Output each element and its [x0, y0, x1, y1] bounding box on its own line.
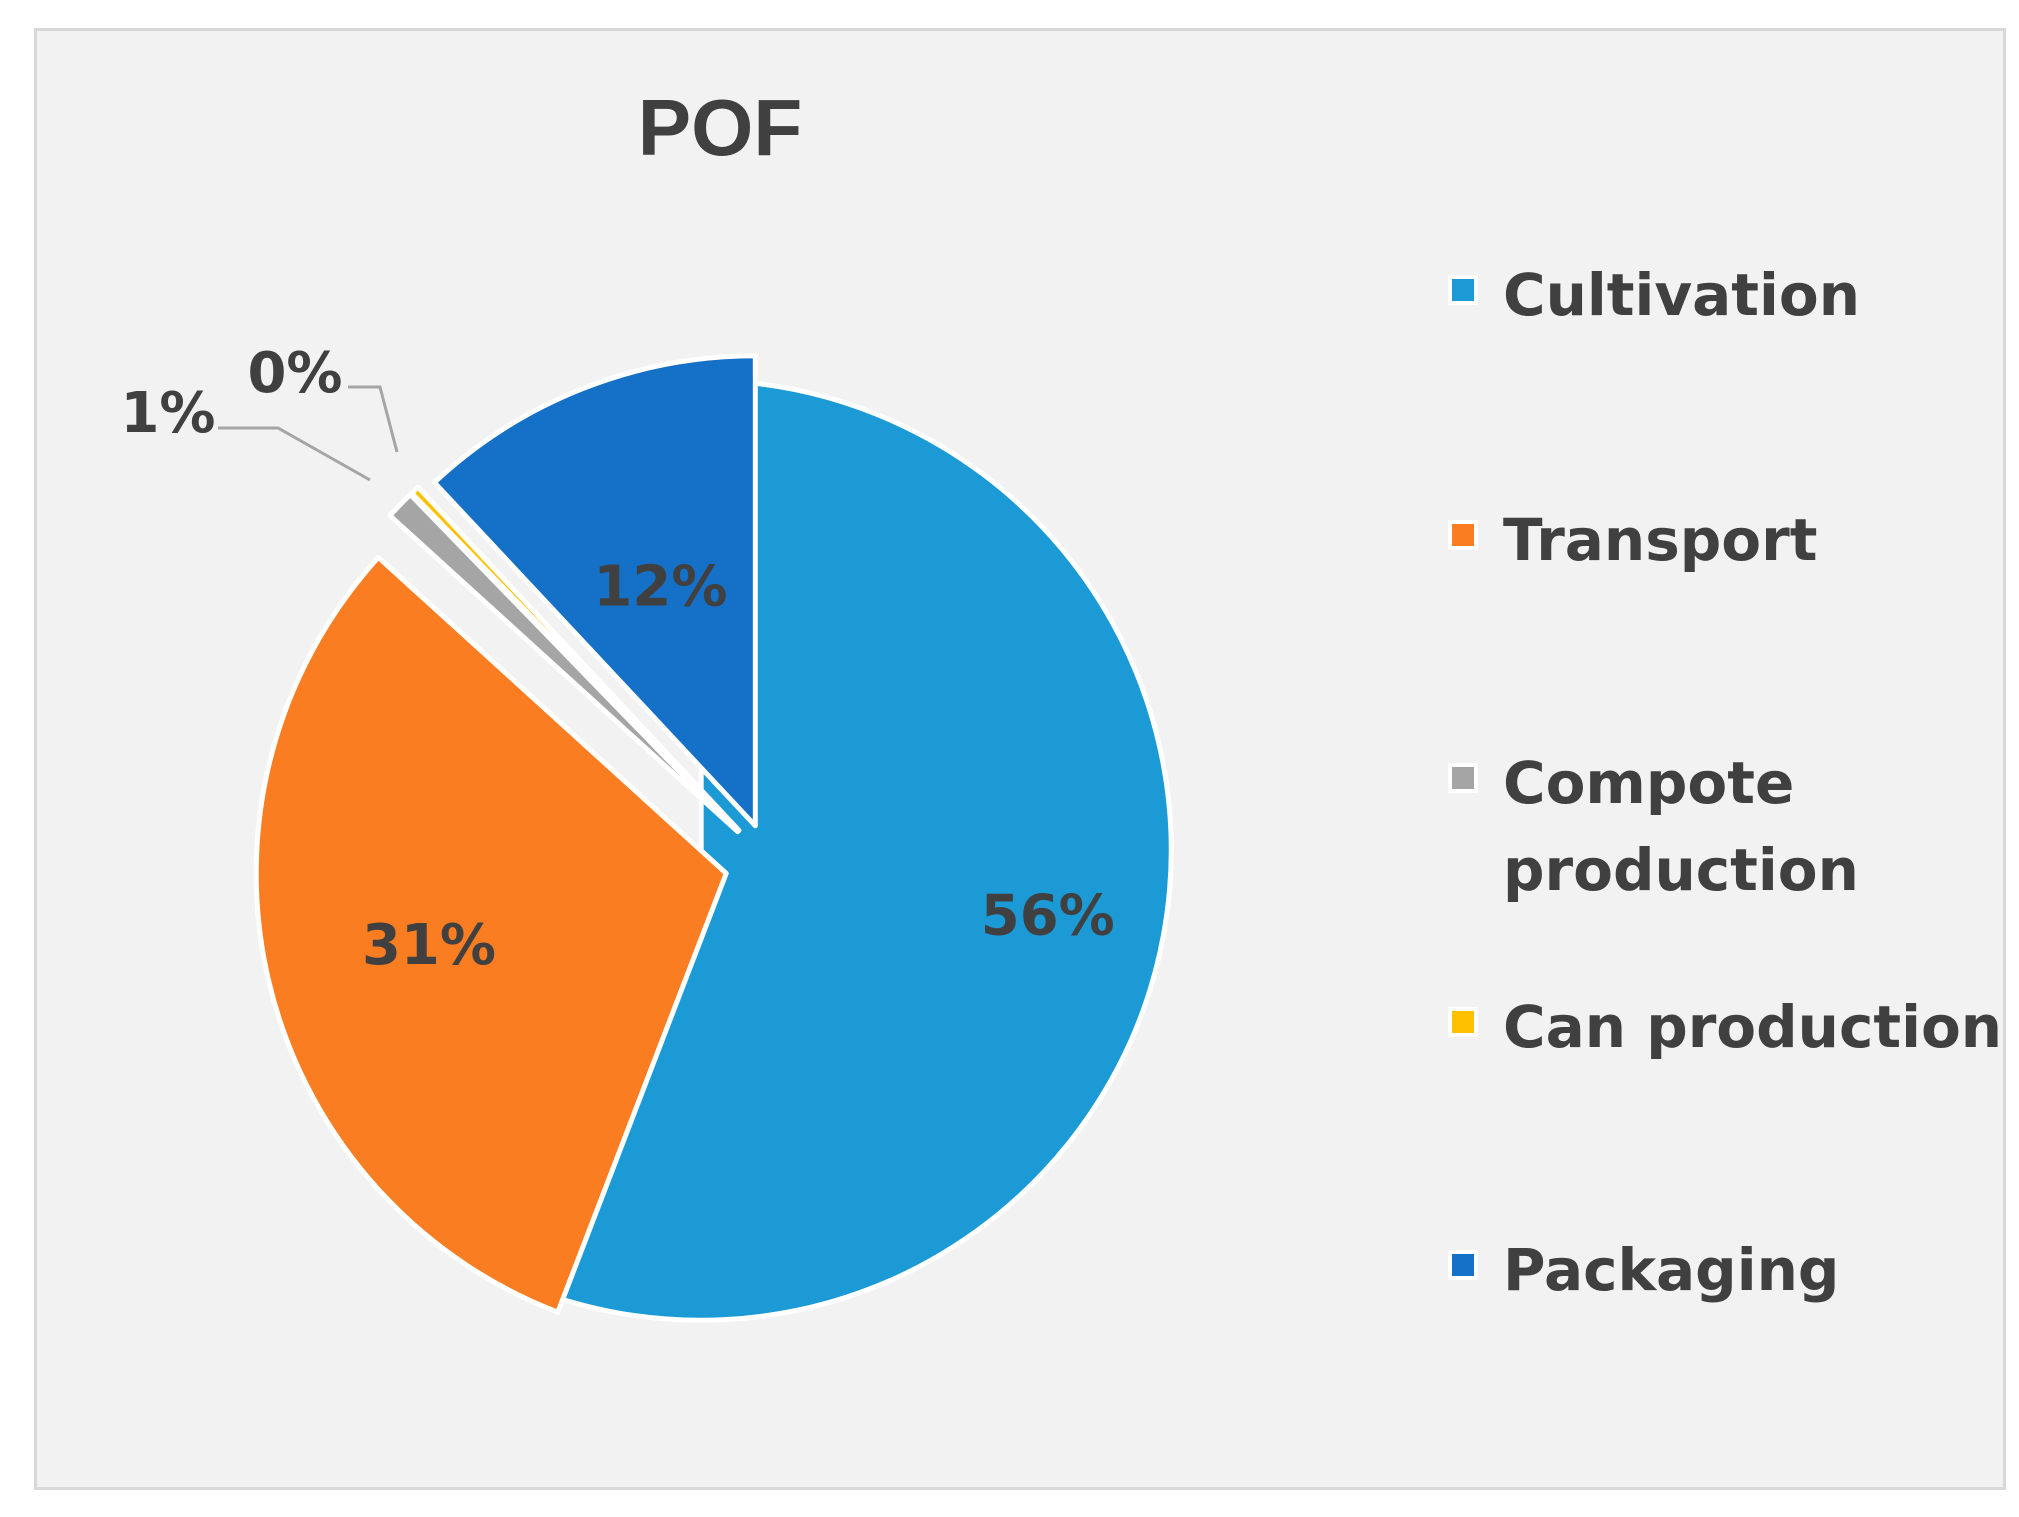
data-label-cultivation: 56%: [981, 883, 1115, 948]
legend-item-transport: Transport: [1448, 506, 1817, 574]
legend-label-transport: Transport: [1503, 506, 1817, 574]
legend-item-packaging: Packaging: [1448, 1236, 1839, 1304]
legend-item-can-production: Can production: [1448, 993, 2002, 1061]
legend-label-compote-production: Compote: [1503, 749, 1794, 817]
legend-swatch-can-production: [1448, 1007, 1478, 1037]
data-label-packaging: 12%: [593, 554, 727, 619]
pie-slice-cultivation: [530, 377, 1174, 1323]
leader-lines: [218, 385, 399, 482]
legend-swatch-packaging: [1448, 1250, 1478, 1280]
data-labels: 56% 31% 1% 0% 12%: [120, 341, 1114, 978]
legend-label-cultivation: Cultivation: [1503, 261, 1860, 329]
data-label-can-production: 0%: [247, 341, 342, 406]
legend-label-can-production: Can production: [1503, 993, 2002, 1061]
pie-slice-can-production: [409, 484, 742, 833]
leader-line-can-production: [348, 385, 399, 453]
pie-slices: [253, 353, 1174, 1323]
legend-swatch-cultivation: [1448, 275, 1478, 305]
chart-title: POF: [638, 83, 802, 172]
pie-slice-packaging: [431, 353, 758, 829]
legend: Cultivation Transport Compote production Can…: [1448, 261, 2002, 1304]
legend-item-cultivation: Cultivation: [1448, 261, 1860, 329]
legend-swatch-transport: [1448, 520, 1478, 550]
legend-swatch-compote-production: [1448, 763, 1478, 793]
legend-label-packaging: Packaging: [1503, 1236, 1839, 1304]
data-label-compote-production: 1%: [120, 381, 215, 446]
legend-item-compote-production: Compote production: [1448, 749, 1859, 904]
legend-label-compote-production: production: [1503, 836, 1859, 904]
leader-line-compote-production: [218, 426, 371, 482]
pie-slice-transport: [253, 554, 729, 1315]
data-label-transport: 31%: [362, 913, 496, 978]
